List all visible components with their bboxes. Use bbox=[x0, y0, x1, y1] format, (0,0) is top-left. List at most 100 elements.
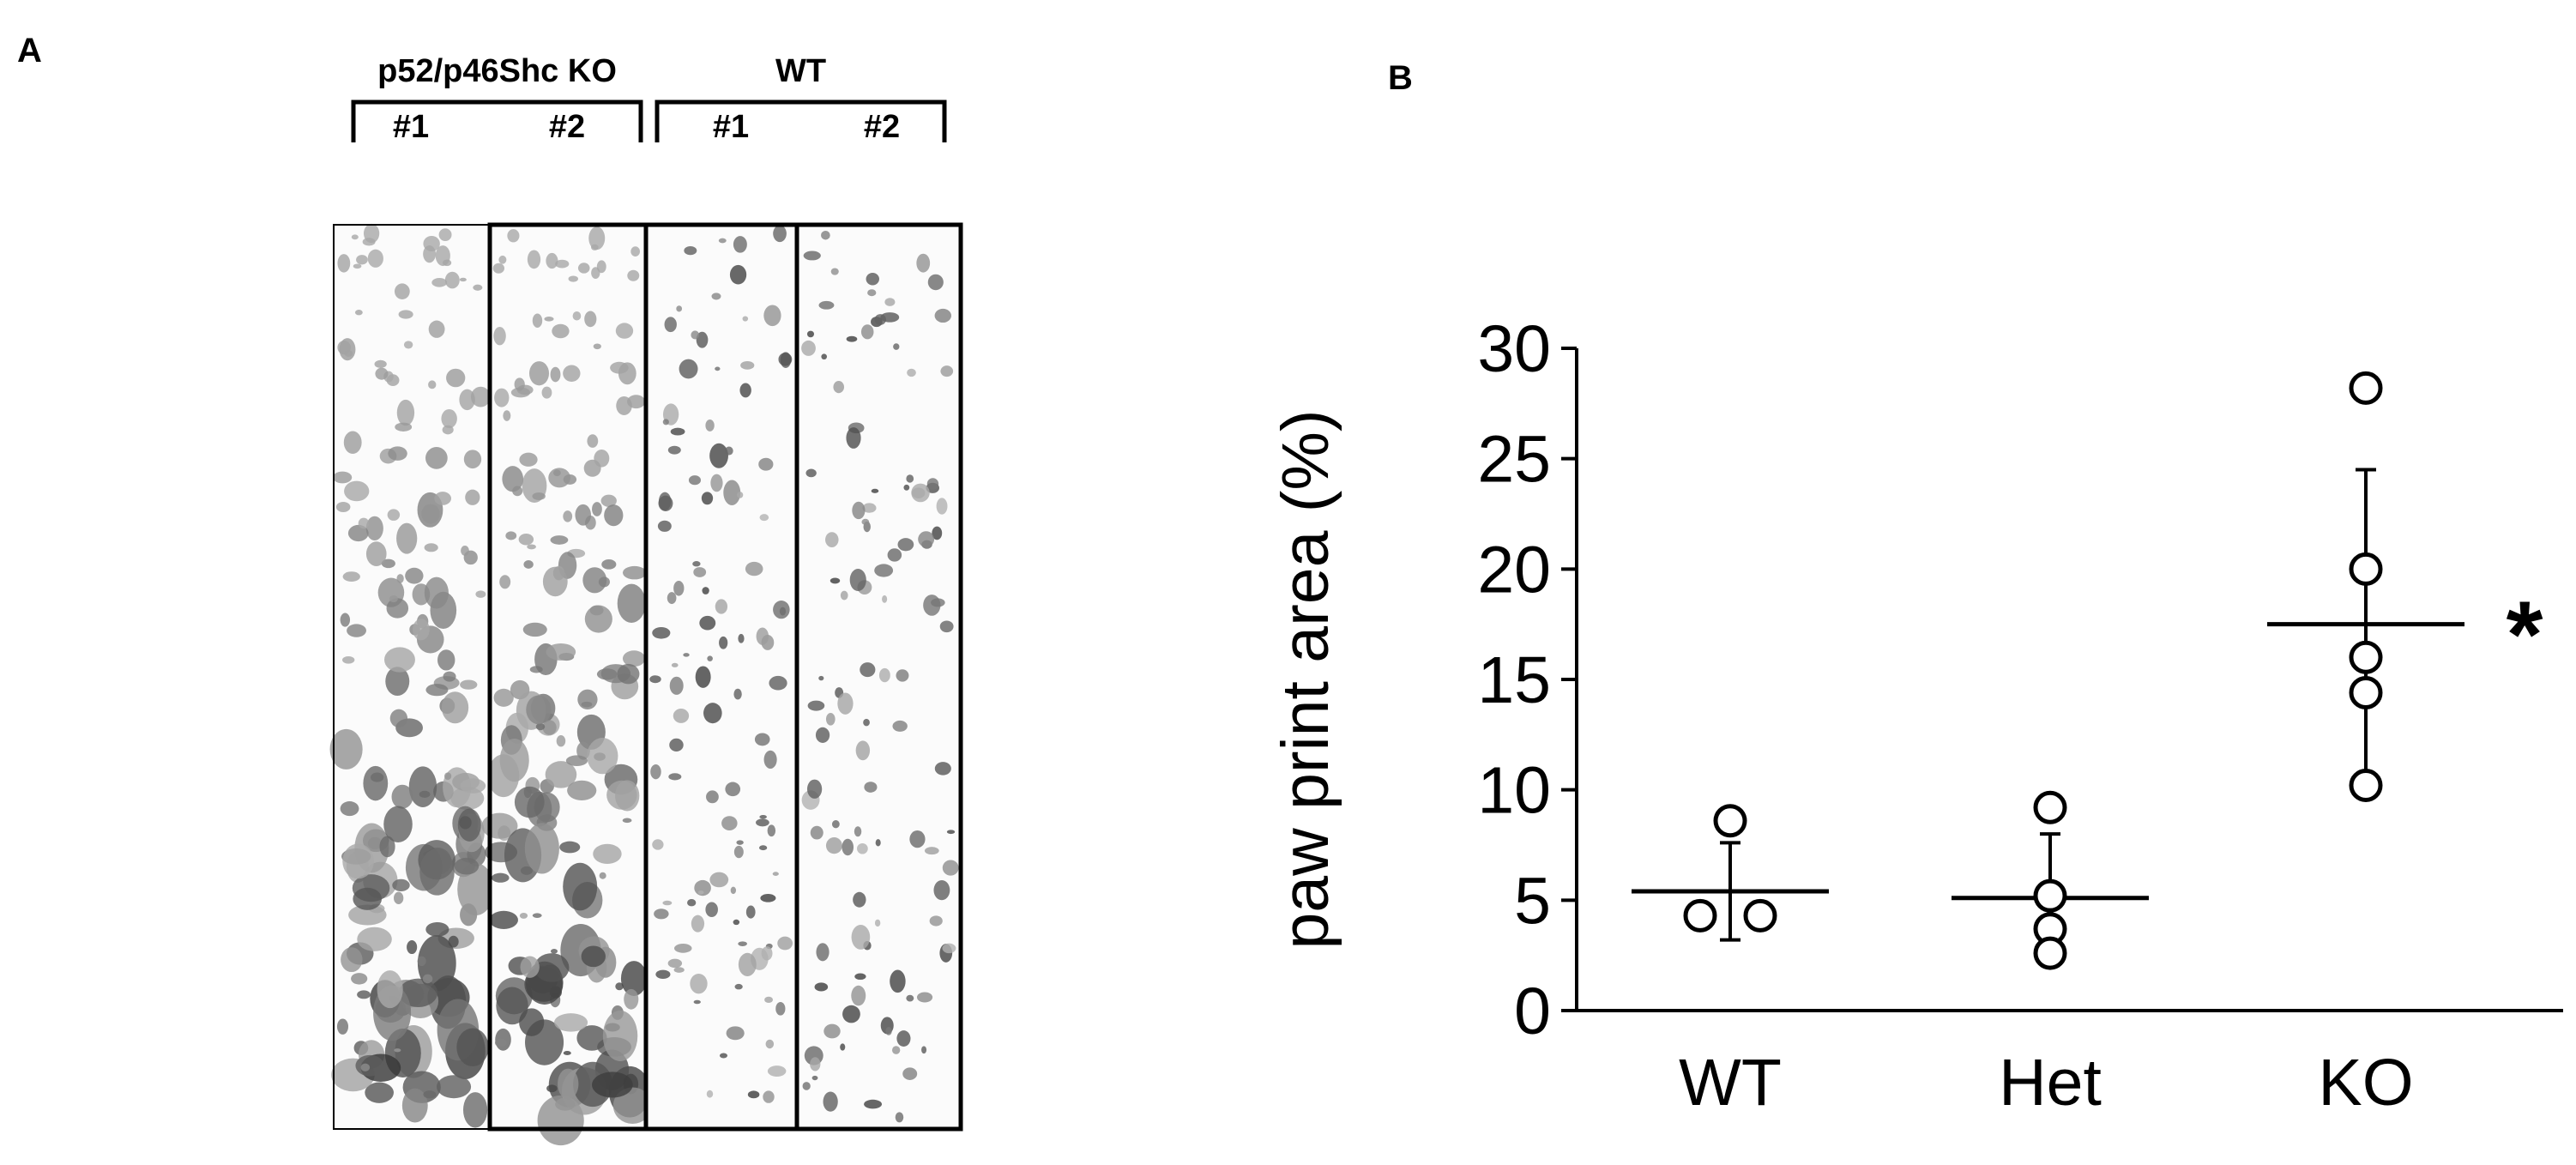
paw-print bbox=[444, 772, 452, 781]
paw-print bbox=[343, 431, 362, 454]
paw-print bbox=[725, 782, 741, 797]
data-point bbox=[2033, 878, 2067, 913]
y-tick-label: 0 bbox=[1514, 975, 1551, 1048]
bracket bbox=[351, 100, 643, 142]
paw-print bbox=[610, 361, 629, 374]
paw-print bbox=[502, 466, 524, 492]
paw-print bbox=[842, 838, 854, 856]
paw-print bbox=[408, 766, 437, 807]
paw-print bbox=[736, 840, 744, 845]
paw-print bbox=[673, 967, 685, 973]
paw-print bbox=[446, 368, 466, 388]
paw-print bbox=[604, 504, 624, 527]
paw-print bbox=[630, 246, 641, 257]
paw-print bbox=[652, 839, 664, 850]
bracket bbox=[655, 100, 947, 142]
paw-print bbox=[353, 263, 362, 269]
paw-print bbox=[460, 679, 478, 690]
paw-print bbox=[818, 300, 835, 310]
paw-print-images bbox=[329, 222, 963, 1146]
paw-print bbox=[392, 878, 410, 892]
paw-print bbox=[763, 750, 777, 770]
paw-print bbox=[878, 667, 890, 683]
paw-print bbox=[542, 720, 557, 735]
paw-print bbox=[457, 863, 495, 916]
paw-print bbox=[934, 308, 951, 323]
paw-print bbox=[687, 899, 697, 907]
paw-print bbox=[394, 1048, 401, 1053]
paw-print bbox=[924, 847, 939, 855]
paw-print bbox=[505, 531, 517, 540]
paw-print bbox=[622, 818, 632, 824]
paw-print bbox=[396, 399, 415, 426]
paw-print bbox=[493, 688, 514, 707]
paw-print bbox=[563, 1050, 571, 1056]
paw-print bbox=[840, 590, 848, 601]
sample-label: #2 bbox=[549, 109, 585, 145]
paw-print bbox=[436, 1075, 472, 1099]
paw-print bbox=[441, 408, 457, 429]
paw-print bbox=[761, 946, 773, 961]
paw-print bbox=[805, 468, 817, 478]
paw-print bbox=[719, 1053, 728, 1059]
paw-print bbox=[807, 700, 825, 711]
paw-print bbox=[563, 510, 573, 522]
paw-print bbox=[335, 502, 351, 512]
group-label: WT bbox=[775, 53, 826, 89]
paw-print bbox=[589, 605, 604, 616]
paw-print bbox=[885, 1026, 892, 1035]
paw-print bbox=[764, 996, 774, 1004]
sample-label: #1 bbox=[393, 109, 429, 145]
paw-print bbox=[340, 613, 351, 627]
paw-print bbox=[931, 598, 945, 607]
paw-print bbox=[871, 488, 879, 493]
paw-print bbox=[823, 1091, 838, 1112]
paw-print bbox=[600, 494, 617, 507]
paw-print bbox=[854, 826, 862, 837]
paw-print bbox=[494, 1038, 507, 1047]
paw-print bbox=[892, 720, 908, 732]
paw-print bbox=[709, 443, 728, 468]
paw-print bbox=[667, 445, 681, 455]
paw-print bbox=[403, 341, 413, 349]
paw-print bbox=[667, 958, 683, 969]
data-point bbox=[2349, 640, 2383, 674]
paw-print bbox=[918, 531, 935, 547]
data-point bbox=[1713, 804, 1747, 838]
paw-print bbox=[342, 656, 355, 664]
paw-print bbox=[422, 974, 433, 984]
paw-print bbox=[736, 492, 744, 498]
paw-print bbox=[394, 283, 410, 299]
paw-print bbox=[473, 284, 483, 291]
paw-print bbox=[351, 234, 359, 240]
paw-print bbox=[438, 228, 452, 242]
paw-print bbox=[544, 317, 554, 322]
paw-print bbox=[821, 353, 828, 360]
paw-print bbox=[443, 671, 456, 682]
paw-print bbox=[581, 701, 593, 708]
paw-print bbox=[759, 814, 767, 819]
paw-print bbox=[627, 269, 640, 281]
paw-print bbox=[697, 890, 704, 895]
panel-label: A bbox=[17, 32, 42, 69]
paw-print bbox=[356, 255, 368, 265]
paw-print bbox=[395, 422, 413, 432]
paw-print bbox=[394, 891, 404, 904]
paw-print bbox=[849, 568, 866, 592]
paw-print bbox=[658, 492, 672, 511]
paw-print bbox=[688, 475, 702, 486]
paw-print bbox=[617, 663, 640, 685]
paw-print bbox=[358, 517, 370, 529]
paw-print bbox=[874, 919, 881, 927]
paw-print bbox=[381, 558, 395, 569]
paw-print bbox=[534, 953, 570, 982]
paw-print bbox=[615, 780, 640, 812]
paw-print bbox=[707, 655, 713, 661]
paw-print bbox=[365, 1082, 394, 1103]
data-point bbox=[2349, 769, 2383, 803]
paw-print bbox=[740, 360, 755, 370]
significance-marker: * bbox=[2507, 582, 2543, 688]
paw-print bbox=[674, 944, 692, 953]
paw-print bbox=[649, 675, 661, 684]
paw-print bbox=[423, 245, 437, 263]
